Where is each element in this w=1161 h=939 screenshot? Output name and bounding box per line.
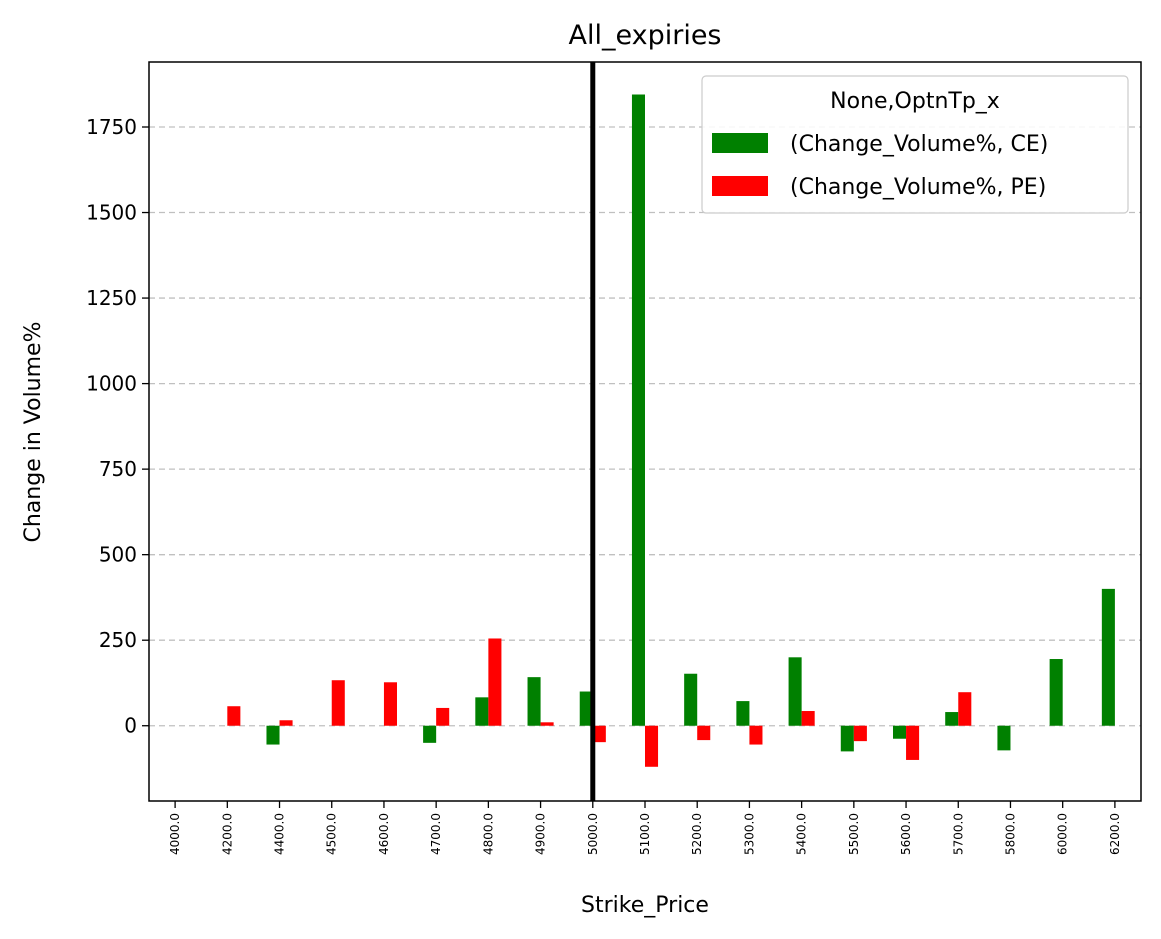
- y-tick-label: 750: [99, 457, 137, 481]
- bar-pe: [383, 682, 397, 726]
- x-tick-label: 5500.0: [847, 813, 861, 855]
- bar-ce: [736, 701, 750, 726]
- y-tick-label: 250: [99, 628, 137, 652]
- y-tick-label: 1500: [86, 201, 137, 225]
- bar-pe: [279, 720, 293, 726]
- x-tick-label: 4400.0: [273, 813, 287, 855]
- legend: None,OptnTp_x (Change_Volume%, CE) (Chan…: [701, 75, 1129, 214]
- x-tick-label: 5700.0: [951, 813, 965, 855]
- bar-pe: [749, 725, 763, 745]
- x-tick-label: 5200.0: [690, 813, 704, 855]
- bar-pe: [958, 692, 972, 726]
- y-tick-label: 1750: [86, 115, 137, 139]
- x-tick-label: 5600.0: [899, 813, 913, 855]
- bar-ce: [893, 725, 907, 739]
- bar-ce: [788, 657, 802, 726]
- bar-ce: [266, 725, 280, 745]
- legend-title: None,OptnTp_x: [830, 89, 1000, 114]
- bar-pe: [801, 711, 815, 726]
- bar-ce: [1101, 588, 1115, 726]
- bar-pe: [331, 680, 345, 726]
- x-tick-label: 4200.0: [220, 813, 234, 855]
- bar-ce: [527, 677, 541, 726]
- x-tick-label: 5400.0: [795, 813, 809, 855]
- bar-pe: [697, 725, 711, 741]
- bar-ce: [684, 673, 698, 726]
- bar-pe: [645, 725, 659, 767]
- y-tick-label: 0: [124, 714, 137, 738]
- bar-ce: [1049, 659, 1063, 726]
- bar-ce: [423, 725, 437, 743]
- legend-label-ce: (Change_Volume%, CE): [790, 132, 1048, 157]
- bar-pe: [227, 706, 241, 726]
- x-axis-ticks: 4000.0 4200.0 4400.0 4500.0 4600.0 4700.0 4800…: [168, 801, 1122, 855]
- x-tick-label: 5000.0: [586, 813, 600, 855]
- x-tick-label: 6200.0: [1108, 813, 1122, 855]
- bar-pe: [853, 725, 867, 742]
- bar-ce: [945, 712, 959, 726]
- y-tick-label: 500: [99, 543, 137, 567]
- bar-pe: [906, 725, 920, 760]
- legend-box: [701, 75, 1129, 214]
- x-tick-label: 4700.0: [429, 813, 443, 855]
- bars: [227, 94, 1115, 767]
- bar-ce: [840, 725, 854, 752]
- x-axis-label: Strike_Price: [581, 893, 709, 918]
- legend-swatch-pe: [712, 176, 768, 196]
- bar-pe: [592, 725, 606, 743]
- x-tick-label: 5800.0: [1003, 813, 1017, 855]
- chart-title: All_expiries: [568, 20, 721, 51]
- x-tick-label: 6000.0: [1056, 813, 1070, 855]
- y-tick-label: 1250: [86, 286, 137, 310]
- x-tick-label: 4800.0: [481, 813, 495, 855]
- y-tick-label: 1000: [86, 372, 137, 396]
- bar-ce: [579, 691, 593, 726]
- y-axis-ticks: 0 250 500 750 1000 1250 1500 1750: [86, 115, 149, 738]
- legend-label-pe: (Change_Volume%, PE): [790, 175, 1046, 200]
- x-tick-label: 4600.0: [377, 813, 391, 855]
- bar-pe: [436, 707, 450, 726]
- bar-ce: [631, 94, 645, 726]
- x-tick-label: 4000.0: [168, 813, 182, 855]
- bar-pe: [488, 638, 502, 726]
- x-tick-label: 4900.0: [534, 813, 548, 855]
- x-tick-label: 4500.0: [325, 813, 339, 855]
- legend-swatch-ce: [712, 133, 768, 153]
- y-axis-label: Change in Volume%: [21, 322, 46, 543]
- bar-ce: [475, 697, 489, 726]
- x-tick-label: 5300.0: [742, 813, 756, 855]
- x-tick-label: 5100.0: [638, 813, 652, 855]
- bar-ce: [997, 725, 1011, 751]
- bar-pe: [540, 722, 554, 726]
